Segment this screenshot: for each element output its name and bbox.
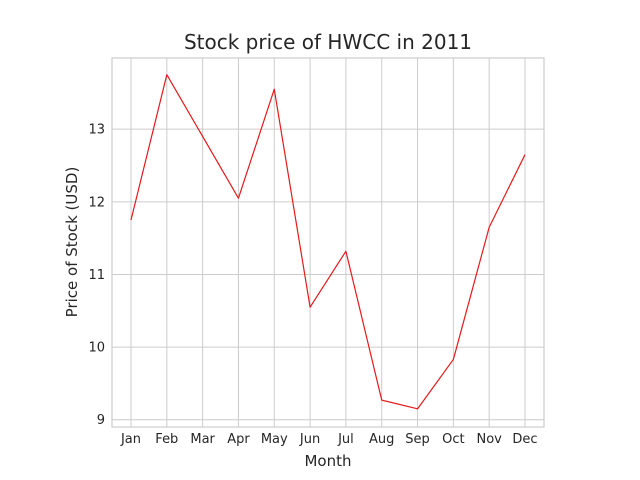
x-tick-label: Jan [120, 432, 141, 447]
x-tick-labels: Jan Feb Mar Apr May Jun Jul Aug Sep Oct Nov Dec [120, 432, 538, 447]
series-layer [130, 74, 526, 410]
x-tick-label: Aug [369, 432, 394, 447]
x-tick-label: May [261, 432, 288, 447]
x-tick-label: Feb [155, 432, 178, 447]
y-tick-label: 13 [88, 123, 105, 138]
y-tick-label: 11 [88, 268, 105, 283]
chart-title: Stock price of HWCC in 2011 [184, 30, 472, 54]
x-tick-label: Sep [405, 432, 430, 447]
plot-frame [111, 57, 545, 428]
grid-layer [112, 58, 544, 427]
y-tick-label: 10 [88, 341, 105, 356]
series-line [130, 74, 526, 410]
x-tick-label: Jul [337, 432, 354, 447]
x-tick-label: Nov [476, 432, 502, 447]
y-tick-label: 9 [97, 413, 105, 428]
y-axis-label: Price of Stock (USD) [63, 167, 81, 318]
y-tick-labels: 9 10 11 12 13 [88, 123, 105, 429]
x-axis-label: Month [304, 452, 351, 470]
x-tick-label: Jun [299, 432, 320, 447]
x-tick-label: Oct [442, 432, 464, 447]
x-tick-label: Mar [190, 432, 215, 447]
x-tick-label: Dec [512, 432, 537, 447]
x-tick-label: Apr [227, 432, 250, 447]
y-tick-label: 12 [88, 195, 105, 210]
